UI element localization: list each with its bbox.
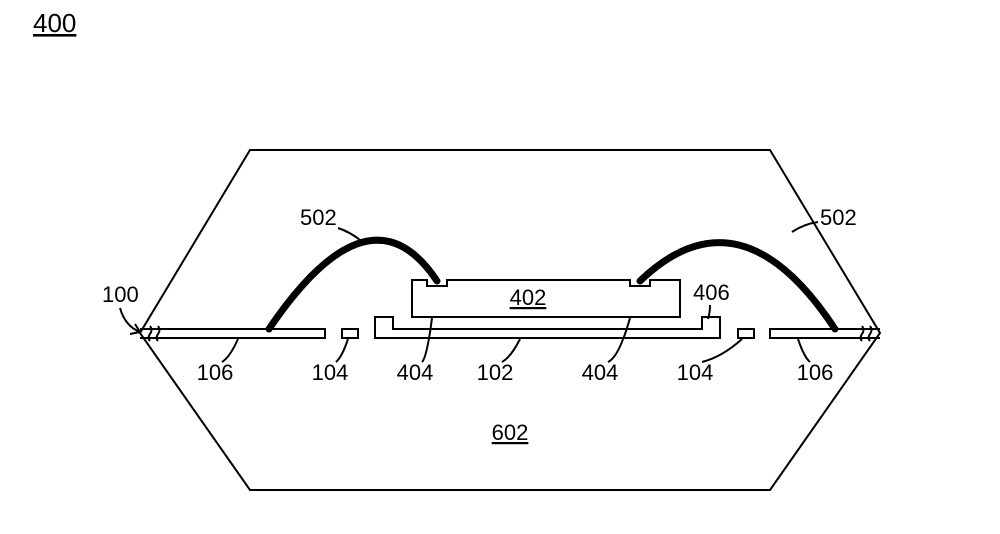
lead-left: [140, 329, 325, 338]
label-404-right: 404: [582, 360, 619, 385]
leader-502l: [338, 228, 360, 240]
label-104-left: 104: [312, 360, 349, 385]
block-104-right: [738, 329, 754, 338]
label-502-left: 502: [300, 205, 337, 230]
label-100: 100: [102, 282, 139, 307]
label-104-right: 104: [677, 360, 714, 385]
label-602: 602: [492, 420, 529, 445]
label-400: 400: [33, 8, 76, 38]
leader-502r: [792, 222, 818, 232]
leader: [702, 339, 742, 362]
label-102: 102: [477, 360, 514, 385]
leader: [502, 339, 520, 362]
label-402: 402: [510, 285, 547, 310]
label-404-left: 404: [397, 360, 434, 385]
label-502-right: 502: [820, 205, 857, 230]
leader: [336, 339, 348, 362]
label-106-right: 106: [797, 360, 834, 385]
block-104-left: [342, 329, 358, 338]
label-406: 406: [693, 280, 730, 305]
leader: [798, 339, 810, 362]
package-cross-section-diagram: 400 100 502 502 402 406 106 104 404 102 404 104 106 6…: [0, 0, 1000, 534]
die-pad-102: [375, 317, 720, 338]
leader: [222, 339, 238, 362]
leader: [608, 318, 630, 362]
label-106-left: 106: [197, 360, 234, 385]
leader: [422, 318, 432, 362]
